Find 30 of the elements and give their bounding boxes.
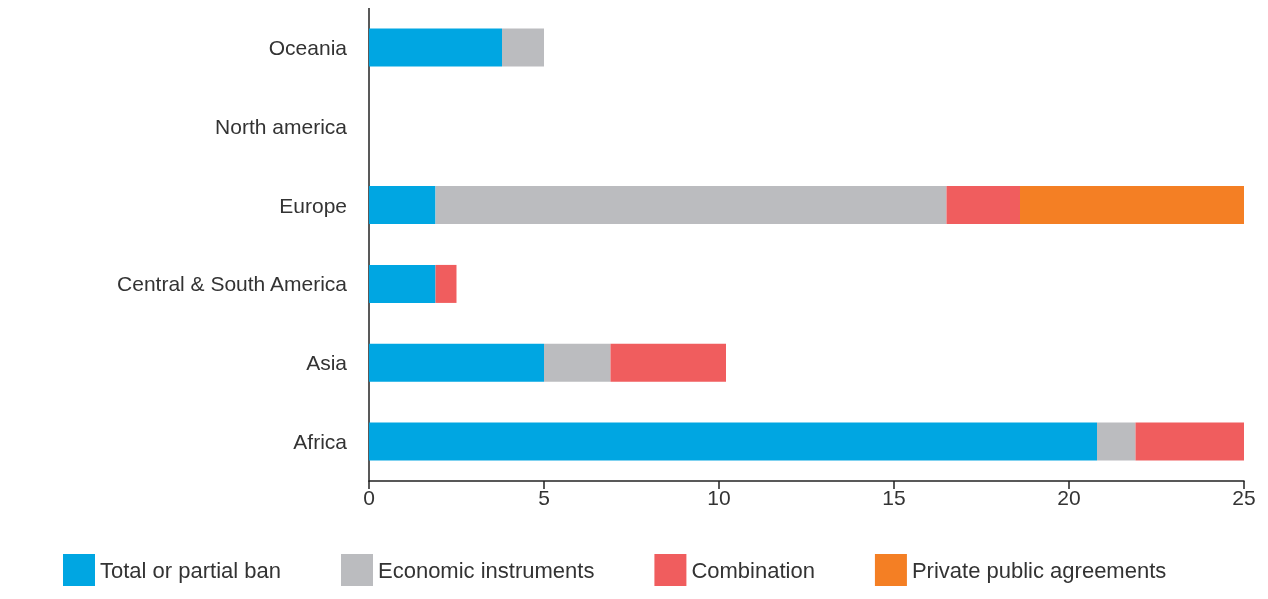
- bar: [369, 343, 544, 382]
- y-tick-label: Africa: [293, 430, 348, 454]
- x-tick-label: 15: [882, 486, 906, 509]
- x-tick-label: 10: [707, 486, 731, 509]
- bar: [369, 422, 1097, 461]
- x-tick-label: 5: [538, 486, 550, 509]
- x-tick-label: 20: [1057, 486, 1081, 509]
- y-tick-label: Asia: [306, 351, 348, 375]
- legend-label: Private public agreements: [911, 557, 1167, 583]
- x-tick-label: 0: [363, 486, 375, 509]
- bar: [369, 264, 436, 303]
- y-tick-label: Europe: [279, 193, 347, 217]
- bar: [610, 343, 726, 382]
- y-tick-label: North america: [215, 114, 348, 138]
- bar: [946, 186, 1020, 225]
- legend-label: Combination: [691, 557, 815, 583]
- bar: [369, 28, 502, 67]
- legend-label: Economic instruments: [378, 557, 595, 583]
- bar: [502, 28, 544, 67]
- bar: [1020, 186, 1244, 225]
- bar: [435, 186, 947, 225]
- bar: [1135, 422, 1244, 461]
- bar: [435, 264, 457, 303]
- y-tick-label: Oceania: [268, 35, 348, 59]
- bar: [369, 186, 436, 225]
- y-tick-label: Central & South America: [117, 272, 348, 296]
- bar: [1097, 422, 1136, 461]
- bar: [544, 343, 611, 382]
- legend-label: Total or partial ban: [100, 557, 281, 583]
- x-tick-label: 25: [1232, 486, 1256, 509]
